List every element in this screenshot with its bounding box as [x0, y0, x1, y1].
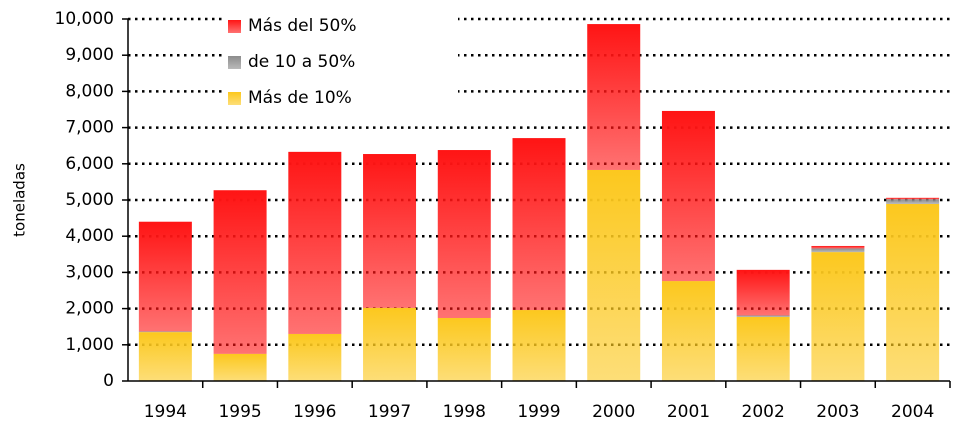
- bar-segment: [736, 316, 790, 381]
- bar-segment: [811, 252, 865, 381]
- legend-background: [222, 11, 458, 125]
- bar-segment: [512, 138, 566, 311]
- y-tick-label: 3,000: [65, 262, 114, 282]
- bar-segment: [213, 190, 267, 354]
- bar-segment: [138, 332, 192, 381]
- legend-label: Más del 50%: [248, 16, 357, 36]
- bar-segment: [886, 199, 940, 204]
- y-tick-label: 10,000: [55, 9, 114, 29]
- bar-segment: [661, 110, 715, 282]
- x-tick-label: 1996: [293, 402, 336, 422]
- legend-swatch: [228, 56, 241, 69]
- bar-segment: [587, 169, 641, 381]
- bar-segment: [437, 150, 491, 319]
- x-tick-label: 1994: [144, 402, 187, 422]
- y-tick-label: 5,000: [65, 190, 114, 210]
- y-tick-label: 7,000: [65, 118, 114, 138]
- y-axis-label: toneladas: [11, 163, 29, 237]
- bar-segment: [363, 307, 417, 381]
- y-tick-label: 9,000: [65, 45, 114, 65]
- bar-segment: [736, 315, 790, 317]
- legend-label: de 10 a 50%: [248, 52, 355, 72]
- x-tick-label: 1999: [517, 402, 560, 422]
- bar-segment: [437, 318, 491, 381]
- bar-segment: [213, 353, 267, 381]
- x-tick-label: 2003: [816, 402, 859, 422]
- bar-segment: [138, 331, 192, 333]
- bar-segment: [138, 221, 192, 332]
- x-tick-label: 2004: [891, 402, 934, 422]
- x-tick-label: 2000: [592, 402, 635, 422]
- x-tick-label: 1997: [368, 402, 411, 422]
- legend-swatch: [228, 92, 241, 105]
- y-tick-label: 0: [103, 371, 114, 391]
- y-tick-label: 1,000: [65, 335, 114, 355]
- x-tick-label: 2002: [742, 402, 785, 422]
- bar-segment: [512, 310, 566, 381]
- x-tick-label: 1998: [443, 402, 486, 422]
- x-tick-label: 1995: [218, 402, 261, 422]
- bar-segment: [886, 203, 940, 381]
- y-tick-label: 4,000: [65, 226, 114, 246]
- bar-segment: [288, 333, 342, 381]
- y-tick-label: 8,000: [65, 81, 114, 101]
- legend-swatch: [228, 20, 241, 33]
- bar-segment: [288, 151, 342, 334]
- legend-label: Más de 10%: [248, 88, 352, 108]
- bar-segment: [811, 248, 865, 253]
- bar-segment: [811, 245, 865, 249]
- bar-segment: [736, 269, 790, 316]
- bar-segment: [587, 24, 641, 170]
- y-tick-label: 2,000: [65, 299, 114, 319]
- bar-segment: [886, 197, 940, 200]
- bar-segment: [661, 281, 715, 381]
- y-tick-label: 6,000: [65, 154, 114, 174]
- bar-segment: [363, 154, 417, 308]
- x-tick-label: 2001: [667, 402, 710, 422]
